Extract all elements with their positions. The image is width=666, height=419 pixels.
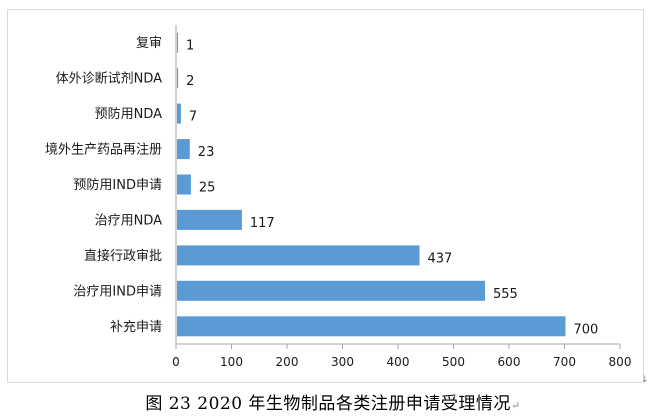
data-label: 1 xyxy=(186,39,194,54)
data-label: 700 xyxy=(574,322,599,337)
ticks-layer: 0 100 200 300 400 500 600 700 800 xyxy=(172,344,631,369)
category-label: 补充申请 xyxy=(110,319,162,335)
bar-8 xyxy=(177,280,485,301)
bar-1 xyxy=(177,32,178,53)
data-label: 23 xyxy=(198,145,215,160)
bars-layer xyxy=(177,32,566,337)
data-label: 25 xyxy=(199,181,216,196)
data-label: 7 xyxy=(189,110,197,125)
bar-7 xyxy=(177,245,420,266)
category-label: 预防用IND申请 xyxy=(73,177,162,193)
bar-9 xyxy=(177,316,566,337)
category-label: 治疗用NDA xyxy=(95,213,163,228)
category-label: 体外诊断试剂NDA xyxy=(56,72,163,87)
category-label: 预防用NDA xyxy=(95,106,163,122)
bar-5 xyxy=(177,174,191,195)
category-label: 治疗用IND申请 xyxy=(73,284,162,299)
caption-text: 图 23 2020 年生物制品各类注册申请受理情况 xyxy=(145,394,511,414)
data-label: 117 xyxy=(250,216,275,231)
category-label: 直接行政审批 xyxy=(84,248,162,264)
figure-caption: 图 23 2020 年生物制品各类注册申请受理情况↵ xyxy=(0,389,666,414)
category-label: 境外生产药品再注册 xyxy=(45,143,162,158)
x-tick-label: 400 xyxy=(387,355,410,369)
x-tick-label: 500 xyxy=(442,355,465,369)
paragraph-mark: ↵ xyxy=(510,399,521,412)
data-label: 555 xyxy=(493,287,518,302)
bar-4 xyxy=(177,139,190,160)
bar-chart: 复审 1 体外诊断试剂NDA 2 预防用NDA 7 境外生产药品再注册 23 预防用IND申请 2… xyxy=(45,25,631,369)
x-tick-label: 300 xyxy=(331,355,354,369)
x-tick-label: 0 xyxy=(172,355,180,369)
corner-arrow-mark: ↓ xyxy=(641,375,649,385)
bar-2 xyxy=(177,68,179,89)
x-tick-label: 200 xyxy=(276,355,299,369)
labels-layer: 复审 1 体外诊断试剂NDA 2 预防用NDA 7 境外生产药品再注册 23 预防用IND申请 2… xyxy=(45,36,598,337)
data-label: 2 xyxy=(186,74,194,89)
bar-3 xyxy=(177,103,181,124)
x-tick-label: 700 xyxy=(553,355,576,369)
x-tick-label: 800 xyxy=(609,355,632,369)
category-label: 复审 xyxy=(136,36,162,51)
x-tick-label: 600 xyxy=(498,355,521,369)
bar-6 xyxy=(177,209,242,230)
x-tick-label: 100 xyxy=(220,355,243,369)
data-label: 437 xyxy=(428,251,453,266)
